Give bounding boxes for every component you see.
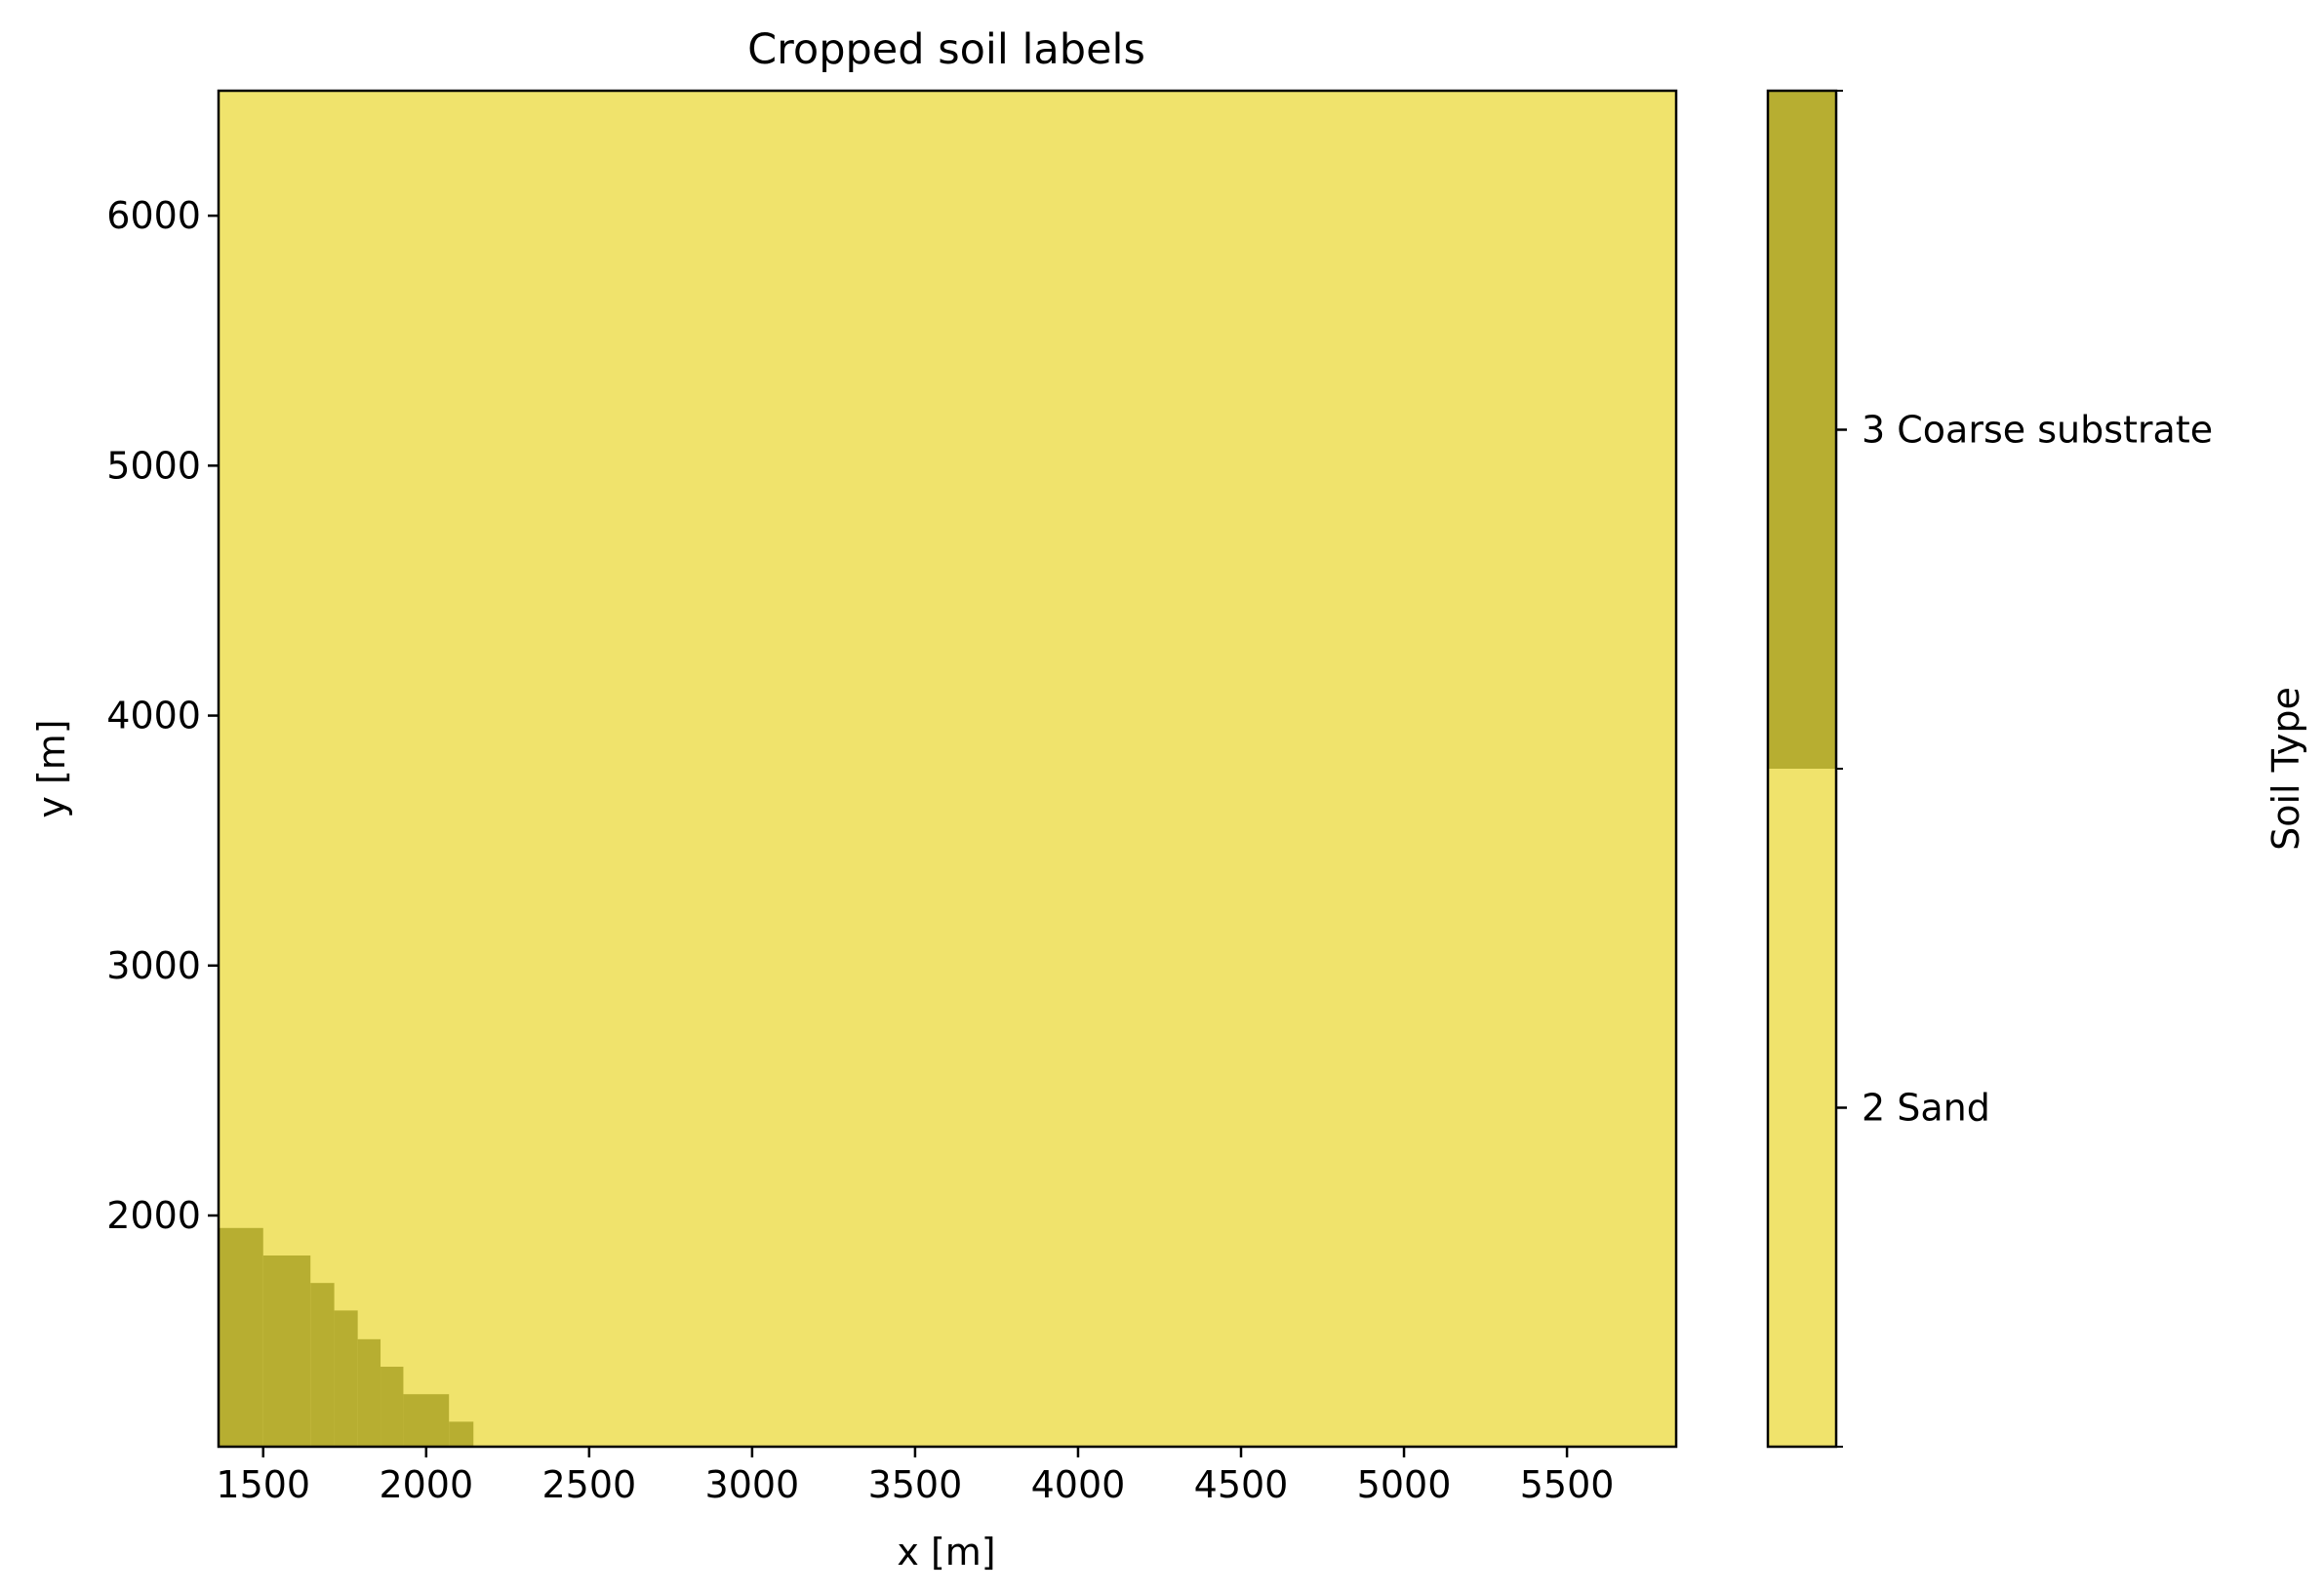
chart-title: Cropped soil labels [747,25,1145,74]
region-class-3-3 [334,1310,358,1447]
region-class-3-1 [262,1255,311,1447]
colorbar-label: Soil Type [2264,687,2307,851]
colorbar-tick-label: 2 Sand [1862,1087,1990,1130]
y-axis-ticks: 2000 3000 4000 5000 6000 [106,194,219,1237]
region-class-3-2 [310,1283,335,1447]
y-tick-label: 6000 [106,194,201,237]
class-regions [219,1227,474,1447]
x-tick-label: 5500 [1520,1463,1615,1506]
colorbar-ticks: 2 Sand 3 Coarse substrate [1836,90,2213,1448]
x-tick-label: 4500 [1194,1463,1289,1506]
region-class-3-5 [381,1367,404,1447]
x-tick-label: 5000 [1357,1463,1452,1506]
plot-frame [217,89,1678,1449]
x-axis-ticks: 1500 2000 2500 3000 3500 4000 4500 5000 5500 [216,1447,1614,1506]
region-class-3-0 [219,1227,263,1447]
colorbar-segment-2 [1768,769,1836,1447]
y-tick-label: 2000 [106,1194,201,1237]
region-class-3-7 [449,1421,474,1447]
x-tick-label: 3000 [705,1463,800,1506]
colorbar: 2 Sand 3 Coarse substrate Soil Type [1766,89,2307,1449]
plot-area [217,89,1678,1449]
background-class-area [219,91,1676,1447]
colorbar-segment-3 [1768,91,1836,769]
x-tick-label: 4000 [1031,1463,1126,1506]
x-tick-label: 2000 [379,1463,473,1506]
x-tick-label: 1500 [216,1463,310,1506]
x-tick-label: 3500 [868,1463,963,1506]
x-tick-label: 2500 [541,1463,636,1506]
region-class-3-6 [403,1394,450,1447]
colorbar-segments [1768,91,1836,1447]
y-tick-label: 3000 [106,944,201,987]
x-axis-label: x [m] [897,1531,995,1574]
y-tick-label: 5000 [106,444,201,487]
y-tick-label: 4000 [106,695,201,737]
region-class-3-4 [357,1338,381,1447]
y-axis-label: y [m] [30,719,73,817]
colorbar-tick-label: 3 Coarse substrate [1862,409,2213,452]
